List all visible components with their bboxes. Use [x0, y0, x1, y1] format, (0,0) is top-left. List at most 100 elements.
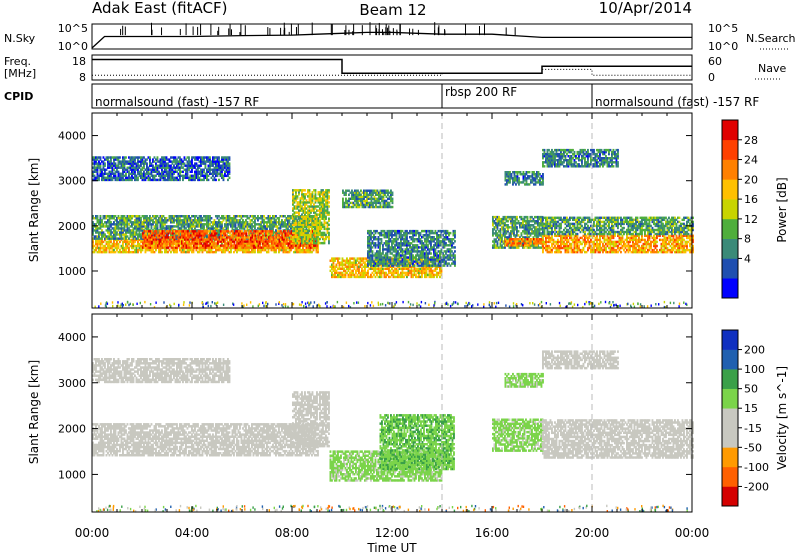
heatmap-cell: [116, 219, 118, 222]
heatmap-cell: [275, 248, 277, 252]
heatmap-cell: [102, 231, 105, 234]
heatmap-cell: [131, 238, 133, 242]
heatmap-cell: [191, 225, 193, 228]
cpid-segment-1: normalsound (fast) -157 RF: [95, 95, 259, 109]
heatmap-cell: [174, 156, 177, 159]
heatmap-cell: [162, 223, 165, 226]
heatmap-cell: [92, 223, 94, 226]
heatmap-cell: [143, 164, 145, 167]
heatmap-cell: [119, 227, 121, 230]
heatmap-cell: [110, 244, 112, 248]
heatmap-cell: [264, 248, 267, 252]
heatmap-cell: [96, 215, 99, 218]
heatmap-cell: [228, 170, 231, 174]
heatmap-cell: [227, 225, 229, 228]
heatmap-cell: [203, 223, 205, 226]
heatmap-cell: [302, 246, 304, 250]
heatmap-cell: [228, 217, 231, 220]
heatmap-cell: [95, 248, 97, 252]
heatmap-cell: [153, 215, 156, 218]
heatmap-cell: [137, 238, 139, 242]
heatmap-cell: [352, 205, 355, 209]
heatmap-cell: [141, 248, 144, 252]
heatmap-cell: [123, 246, 126, 250]
heatmap-cell: [314, 189, 317, 192]
heatmap-cell: [99, 250, 102, 254]
heatmap-cell: [138, 246, 141, 250]
heatmap-cell: [290, 248, 292, 252]
heatmap-cell: [96, 250, 99, 254]
freq-strip: Freq. [MHz] 18 8 60 0 Nave: [4, 54, 786, 84]
heatmap-cell: [239, 219, 241, 222]
heatmap-cell: [162, 225, 165, 228]
heatmap-cell: [180, 227, 183, 230]
heatmap-cell: [99, 223, 102, 226]
heatmap-cell: [206, 235, 208, 238]
heatmap-cell: [135, 219, 138, 222]
heatmap-cell: [234, 221, 237, 224]
heatmap-cell: [155, 238, 158, 241]
heatmap-cell: [114, 162, 117, 165]
heatmap-cell: [137, 240, 139, 244]
heatmap-cell: [188, 229, 190, 232]
heatmap-cell: [161, 227, 163, 230]
heatmap-cell: [107, 225, 109, 228]
heatmap-cell: [141, 227, 144, 230]
heatmap-cell: [95, 240, 97, 244]
heatmap-cell: [279, 248, 282, 252]
heatmap-cell: [113, 238, 115, 242]
heatmap-cell: [159, 221, 162, 224]
heatmap-cell: [266, 238, 268, 242]
heatmap-cell: [129, 250, 132, 254]
heatmap-cell: [152, 221, 154, 224]
heatmap-cell: [140, 235, 142, 238]
heatmap-cell: [96, 231, 99, 234]
heatmap-cell: [102, 250, 105, 254]
heatmap-cell: [233, 219, 235, 222]
heatmap-cell: [216, 231, 219, 234]
heatmap-cell: [170, 229, 172, 232]
heatmap-cell: [125, 225, 127, 228]
heatmap-cell: [191, 250, 193, 254]
heatmap-cell: [108, 225, 111, 228]
heatmap-cell: [144, 250, 147, 254]
heatmap-cell: [116, 248, 118, 252]
heatmap-cell: [162, 215, 165, 218]
heatmap-cell: [111, 244, 114, 248]
heatmap-cell: [188, 225, 190, 228]
heatmap-cell: [131, 221, 133, 224]
heatmap-cell: [282, 248, 285, 252]
heatmap-cell: [239, 221, 241, 224]
heatmap-cell: [198, 248, 201, 252]
heatmap-cell: [213, 221, 216, 224]
heatmap-cell: [185, 221, 187, 224]
heatmap-cell: [218, 225, 220, 228]
heatmap-cell: [111, 242, 114, 246]
heatmap-cell: [194, 225, 196, 228]
heatmap-cell: [129, 244, 132, 248]
heatmap-cell: [129, 217, 132, 220]
heatmap-cell: [119, 156, 121, 159]
heatmap-cell: [358, 205, 361, 209]
heatmap-cell: [255, 238, 258, 242]
heatmap-cell: [111, 231, 114, 234]
heatmap-cell: [328, 235, 330, 239]
heatmap-cell: [129, 229, 132, 232]
heatmap-cell: [153, 156, 156, 159]
heatmap-cell: [176, 248, 178, 252]
heatmap-cell: [114, 242, 117, 246]
heatmap-cell: [140, 219, 142, 222]
heatmap-cell: [131, 233, 133, 236]
heatmap-cell: [161, 221, 163, 224]
heatmap-cell: [185, 250, 187, 254]
heatmap-cell: [93, 217, 96, 220]
heatmap-cell: [236, 215, 238, 218]
heatmap-cell: [116, 233, 118, 236]
heatmap-cell: [225, 227, 228, 230]
heatmap-cell: [164, 217, 166, 220]
heatmap-cell: [306, 246, 309, 250]
heatmap-cell: [191, 221, 193, 224]
heatmap-cell: [391, 205, 394, 209]
heatmap-cell: [116, 223, 118, 226]
heatmap-cell: [295, 221, 297, 225]
